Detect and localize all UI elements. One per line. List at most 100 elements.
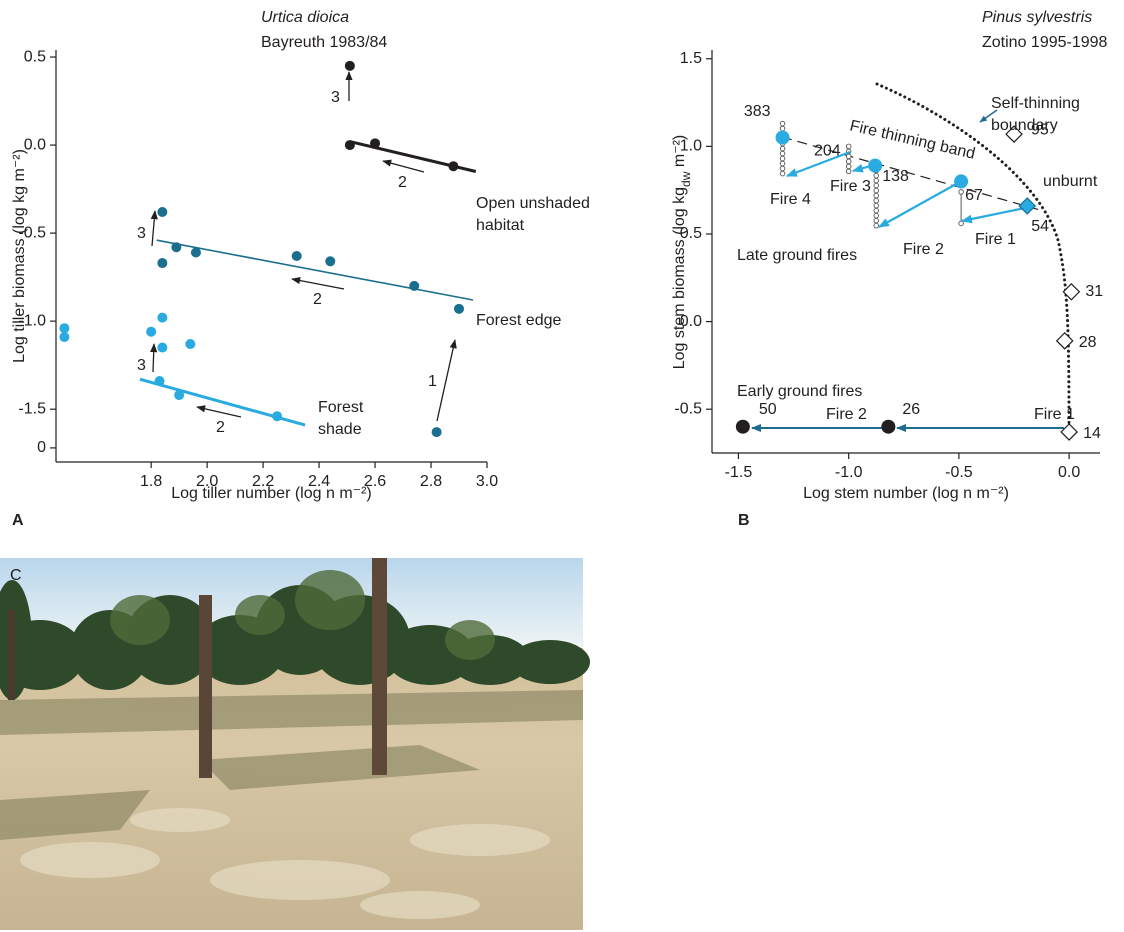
point bbox=[185, 339, 196, 350]
y-axis-label: Log stem biomass (log kgdw m⁻²) bbox=[671, 135, 693, 370]
chain-dot bbox=[779, 150, 786, 157]
annotation: 2 bbox=[216, 419, 225, 436]
point bbox=[272, 411, 283, 422]
chain-dot bbox=[873, 212, 879, 219]
chain-dot bbox=[845, 143, 852, 150]
annotation: Fire thinning band bbox=[848, 117, 977, 162]
chain-dot bbox=[873, 192, 879, 199]
chain-label: 67 bbox=[965, 187, 983, 204]
chart-title: Urtica dioica bbox=[261, 9, 349, 26]
annotation: Late ground fires bbox=[737, 247, 857, 264]
chart-subtitle: Bayreuth 1983/84 bbox=[261, 34, 387, 51]
self-thinning-boundary bbox=[875, 82, 1071, 435]
annotation: Fire 1 bbox=[1034, 406, 1075, 423]
y-axis-label-text: Log tiller biomass (log kg m⁻²) bbox=[11, 149, 28, 363]
point bbox=[448, 161, 459, 172]
annotation: 1 bbox=[428, 373, 437, 390]
annotation: Fire 3 bbox=[830, 178, 871, 195]
point bbox=[157, 342, 168, 353]
point bbox=[171, 242, 182, 253]
point bbox=[1055, 332, 1074, 350]
x-tick-label: 3.0 bbox=[476, 473, 498, 490]
annotation: Self-thinning bbox=[991, 95, 1080, 112]
point bbox=[775, 130, 790, 145]
chain-dot bbox=[845, 158, 852, 165]
chain-dot bbox=[873, 202, 879, 209]
chain-dot bbox=[779, 125, 786, 132]
chain-dot bbox=[873, 187, 879, 194]
fit-line bbox=[156, 239, 474, 301]
point bbox=[344, 60, 355, 71]
chain-dot bbox=[873, 217, 879, 224]
point bbox=[157, 258, 168, 269]
y-tick-label: 1.0 bbox=[680, 138, 702, 155]
point bbox=[881, 419, 896, 434]
point bbox=[146, 326, 157, 337]
y-tick-label: 0.5 bbox=[24, 48, 46, 65]
y-tick-label: -0.5 bbox=[18, 224, 46, 241]
point-label: 26 bbox=[902, 401, 920, 418]
series-label: Open unshaded bbox=[476, 195, 590, 212]
x-axis-label: Log tiller number (log n m⁻²) bbox=[171, 485, 372, 502]
point bbox=[59, 323, 70, 334]
annotation: Fire 2 bbox=[826, 406, 867, 423]
chain-dot bbox=[779, 155, 786, 162]
late-fire-arrow bbox=[785, 150, 851, 178]
chain-dot bbox=[873, 182, 879, 189]
point-label: 31 bbox=[1085, 283, 1103, 300]
annotation: 3 bbox=[137, 225, 146, 242]
boundary-pointer bbox=[979, 109, 998, 123]
y-tick-label: 0.5 bbox=[680, 225, 702, 242]
y-tick-label: -1.5 bbox=[18, 400, 46, 417]
chain-dot bbox=[779, 170, 786, 177]
annotation-arrow bbox=[382, 159, 425, 173]
series-label: Forest edge bbox=[476, 312, 561, 329]
annotation: Fire 2 bbox=[903, 241, 944, 258]
annotation-arrow bbox=[436, 339, 457, 422]
y-axis-label: Log tiller biomass (log kg m⁻²) bbox=[11, 149, 28, 363]
x-tick-label: 0.0 bbox=[1058, 464, 1080, 481]
photo bbox=[0, 558, 590, 930]
chart-subtitle: Zotino 1995-1998 bbox=[982, 34, 1108, 51]
y-tick-label: 0.0 bbox=[680, 313, 702, 330]
point bbox=[154, 376, 165, 387]
x-tick-label: 1.8 bbox=[140, 473, 162, 490]
chain-dot bbox=[779, 145, 786, 152]
chain-dot bbox=[845, 163, 852, 170]
chain-dot bbox=[873, 177, 879, 184]
y-tick-label: 0 bbox=[37, 439, 46, 456]
point-label: 14 bbox=[1083, 425, 1101, 442]
late-fire-arrow bbox=[878, 182, 959, 228]
point bbox=[190, 247, 201, 258]
point bbox=[954, 174, 969, 189]
y-axis-label-tail: m⁻²) bbox=[671, 135, 688, 172]
chain-dot bbox=[873, 222, 879, 229]
y-axis-label-text: Log stem biomass (log kg bbox=[671, 187, 688, 369]
series-label: shade bbox=[318, 421, 362, 438]
x-tick-label: -1.5 bbox=[725, 464, 753, 481]
panel-label: B bbox=[738, 512, 750, 529]
annotation: boundary bbox=[991, 117, 1058, 134]
point-label: 95 bbox=[1031, 121, 1049, 138]
point bbox=[409, 280, 420, 291]
annotation: 2 bbox=[398, 174, 407, 191]
point-label: 54 bbox=[1031, 218, 1049, 235]
point bbox=[1060, 423, 1078, 441]
x-tick-label: -1.0 bbox=[835, 464, 863, 481]
point bbox=[59, 331, 70, 342]
annotation: 2 bbox=[313, 291, 322, 308]
point bbox=[291, 251, 302, 261]
chain-dot bbox=[845, 153, 852, 160]
annotation: unburnt bbox=[1043, 173, 1098, 190]
photo-label: C bbox=[10, 567, 22, 584]
late-fire-arrow bbox=[960, 206, 1026, 224]
y-tick-label: 0.0 bbox=[24, 136, 46, 153]
annotation-arrow bbox=[150, 210, 158, 247]
point bbox=[157, 312, 168, 323]
x-tick-label: -0.5 bbox=[945, 464, 973, 481]
point-label: 50 bbox=[759, 401, 777, 418]
annotation-arrow bbox=[196, 405, 242, 418]
series-label: Forest bbox=[318, 399, 364, 416]
annotation: Early ground fires bbox=[737, 383, 862, 400]
